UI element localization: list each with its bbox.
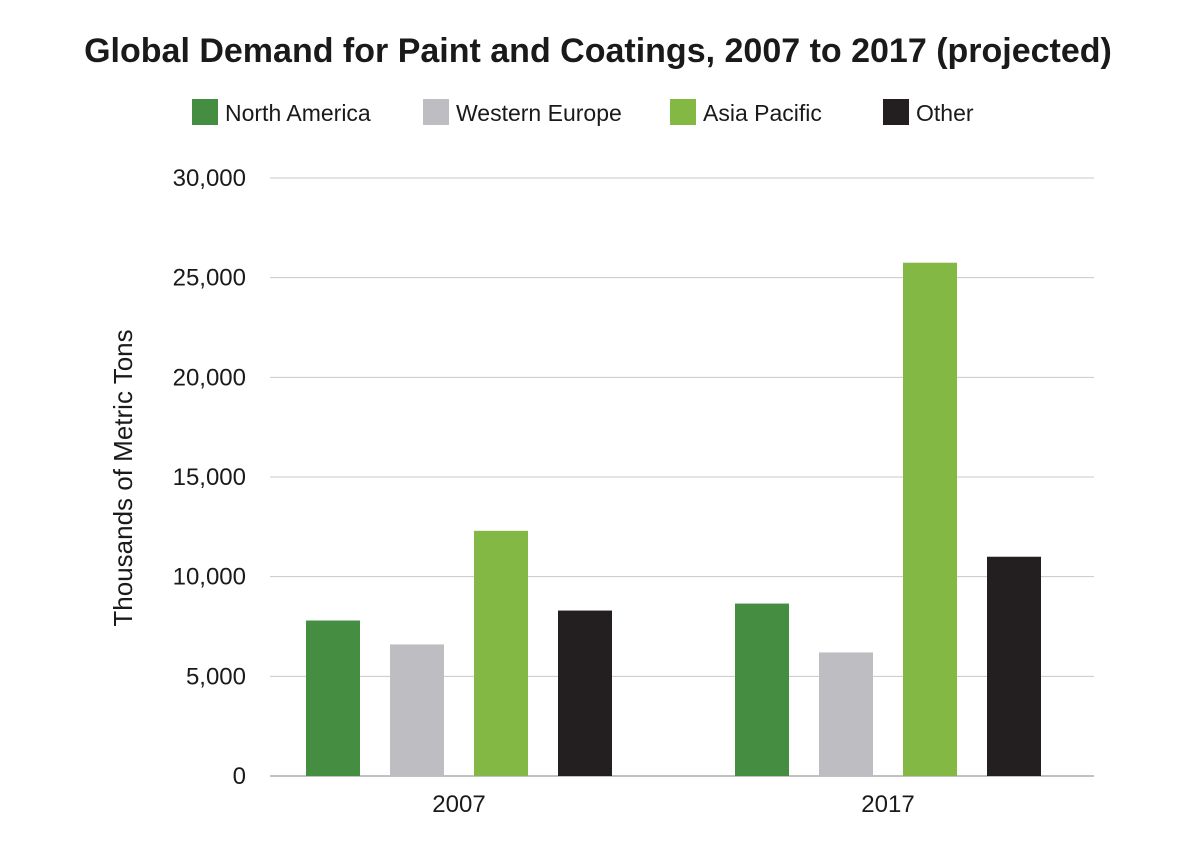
x-tick-label: 2007 (432, 791, 485, 818)
legend-item-asia-pacific: Asia Pacific (670, 99, 822, 126)
legend-item-north-america: North America (192, 99, 371, 126)
legend-swatch (423, 99, 449, 125)
y-tick-label: 20,000 (173, 364, 246, 391)
x-tick-label: 2017 (861, 791, 914, 818)
y-axis-ticks: 0 5,000 10,000 15,000 20,000 25,000 30,000 (173, 165, 246, 790)
bar-asia-pacific-2017 (903, 262, 957, 776)
bar-north-america-2007 (306, 620, 360, 776)
legend-swatch (670, 99, 696, 125)
bar-asia-pacific-2007 (474, 530, 528, 776)
legend-label: Asia Pacific (703, 100, 822, 126)
bars (306, 262, 1041, 776)
bar-north-america-2017 (735, 603, 789, 776)
y-tick-label: 5,000 (186, 663, 246, 690)
legend-item-western-europe: Western Europe (423, 99, 622, 126)
legend-label: North America (225, 100, 371, 126)
bar-western-europe-2007 (390, 644, 444, 776)
legend-swatch (883, 99, 909, 125)
legend-swatch (192, 99, 218, 125)
y-tick-label: 15,000 (173, 464, 246, 491)
y-axis-title: Thousands of Metric Tons (108, 329, 138, 626)
y-tick-label: 10,000 (173, 564, 246, 591)
y-tick-label: 0 (233, 763, 246, 790)
legend-label: Other (916, 100, 974, 126)
legend-label: Western Europe (456, 100, 622, 126)
y-tick-label: 25,000 (173, 265, 246, 292)
bar-other-2017 (987, 556, 1041, 776)
bar-western-europe-2017 (819, 652, 873, 776)
chart-title: Global Demand for Paint and Coatings, 20… (84, 32, 1112, 70)
legend-item-other: Other (883, 99, 974, 126)
x-axis-ticks: 2007 2017 (432, 791, 914, 818)
legend: North America Western Europe Asia Pacific O… (192, 99, 974, 126)
bar-other-2007 (558, 610, 612, 776)
y-tick-label: 30,000 (173, 165, 246, 192)
